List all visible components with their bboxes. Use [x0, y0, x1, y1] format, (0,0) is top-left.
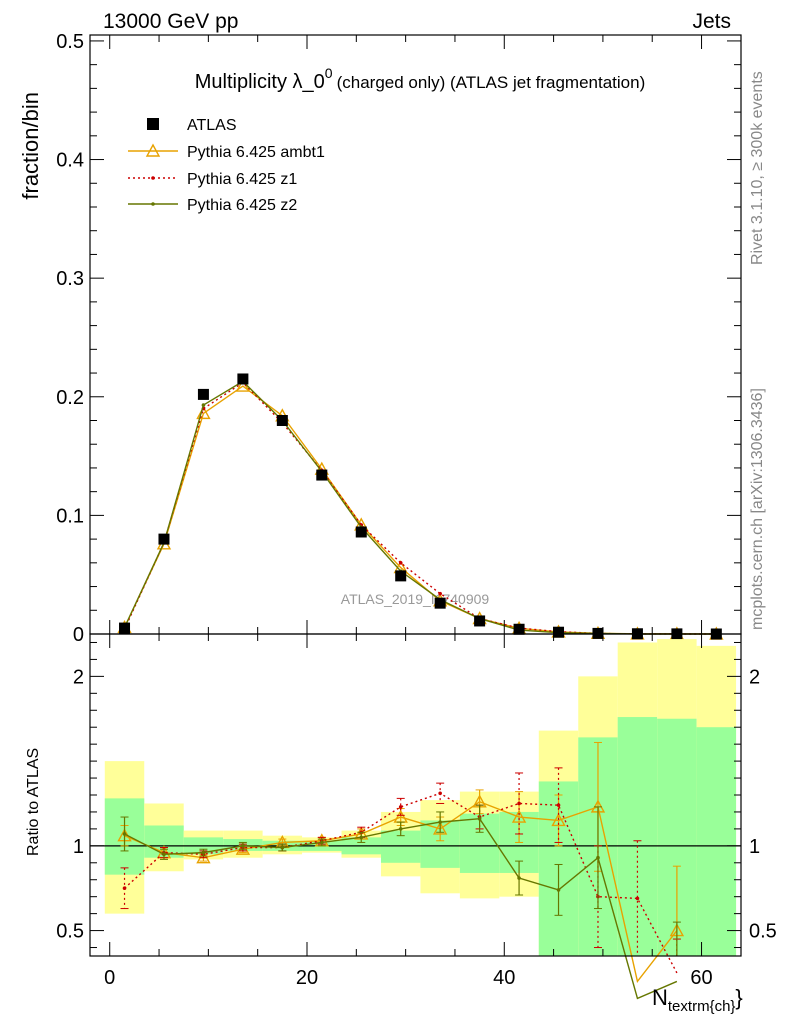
band-green — [696, 727, 737, 956]
legend-marker-ambt1 — [145, 143, 161, 157]
mcplots-label: mcplots.cern.ch [arXiv:1306.3436] — [749, 388, 766, 630]
main-ytick-label: 0.4 — [56, 150, 84, 172]
main-ytick-label: 0.3 — [56, 268, 84, 290]
atlas-point — [158, 533, 170, 545]
main-ytick-label: 0.1 — [56, 505, 84, 527]
atlas-point — [276, 414, 288, 426]
main-panel: fraction/bin Multiplicity λ_00 (charged o… — [18, 31, 742, 646]
ratio-point — [438, 791, 442, 796]
ratio-panel: 0.5 0.51 12 20 20 40 60 Ratio to ATLAS Ntextrm… — [25, 633, 777, 1015]
atlas-point — [395, 570, 407, 582]
ratio-ambt1-point — [432, 821, 448, 835]
ratio-point — [556, 888, 561, 892]
ratio-ambt1-point — [551, 812, 566, 827]
legend-marker-3 — [151, 202, 155, 206]
ratio-point — [517, 801, 521, 806]
ratio-point — [319, 840, 324, 845]
legend-marker-atlas — [147, 118, 159, 130]
ratio-point — [241, 844, 245, 848]
legend-label: Pythia 6.425 ambt1 — [187, 144, 325, 161]
process-label: Jets — [692, 10, 731, 33]
z1-point — [398, 561, 403, 565]
atlas-point — [197, 388, 209, 400]
z2-point — [201, 403, 206, 407]
legend: ATLAS Pythia 6.425 ambt1 Pythia 6.425 z1 Py… — [128, 117, 325, 214]
ratio-point — [596, 855, 600, 860]
ratio-point — [201, 850, 206, 855]
main-ytick-label: 0.2 — [56, 387, 84, 409]
ratio-point — [359, 835, 364, 840]
ratio-line-1 — [124, 792, 678, 974]
ratio-point — [556, 803, 561, 807]
atlas-point — [474, 615, 486, 627]
xlabel: Ntextrm{ch}} — [652, 985, 743, 1015]
atlas-point — [316, 469, 328, 481]
ratio-ytick-label: 1 — [73, 836, 84, 858]
rivet-label: Rivet 3.1.10, ≥ 300k events — [749, 71, 766, 265]
legend-label: ATLAS — [187, 117, 237, 134]
ratio-ytick-label-right: 0.5 — [749, 921, 777, 943]
ratio-point — [122, 886, 127, 891]
xtick-label: 20 — [296, 967, 318, 989]
ratio-point — [398, 805, 403, 809]
ratio-point — [122, 832, 127, 836]
ratio-ytick-label: 0.5 — [56, 921, 84, 943]
ratio-ylabel: Ratio to ATLAS — [25, 748, 42, 856]
legend-label: Pythia 6.425 z2 — [187, 197, 297, 214]
xtick-label: 0 — [104, 967, 115, 989]
watermark: ATLAS_2019_I1740909 — [341, 591, 490, 607]
xtick-label: 40 — [493, 967, 515, 989]
xtick-label: 60 — [690, 967, 712, 989]
atlas-point — [237, 373, 249, 385]
ambt1-point — [196, 405, 211, 420]
ratio-point — [398, 827, 403, 831]
main-title: Multiplicity λ_00 (charged only) (ATLAS j… — [195, 65, 646, 93]
atlas-point — [553, 626, 565, 638]
main-ylabel: fraction/bin — [18, 92, 43, 200]
energy-label: 13000 GeV pp — [103, 10, 238, 33]
atlas-point — [119, 622, 131, 634]
ratio-ytick-label-right: 1 — [749, 836, 760, 858]
ratio-point — [477, 816, 482, 821]
ratio-ambt1-point — [511, 809, 527, 823]
z1-point — [438, 591, 442, 596]
ratio-point — [635, 896, 640, 901]
atlas-point — [513, 623, 525, 635]
ratio-point — [517, 876, 521, 880]
atlas-point — [434, 597, 446, 609]
ratio-point — [438, 820, 442, 824]
ratio-ytick-label-right: 2 — [749, 666, 760, 688]
legend-label: Pythia 6.425 z1 — [187, 171, 297, 188]
main-ytick-label: 0 — [73, 624, 84, 646]
ratio-ytick-label: 2 — [73, 666, 84, 688]
legend-marker-2 — [151, 176, 155, 180]
main-ytick-label: 0.5 — [56, 31, 84, 53]
atlas-point — [355, 526, 367, 538]
ratio-point — [162, 852, 166, 857]
ratio-point — [280, 845, 285, 850]
